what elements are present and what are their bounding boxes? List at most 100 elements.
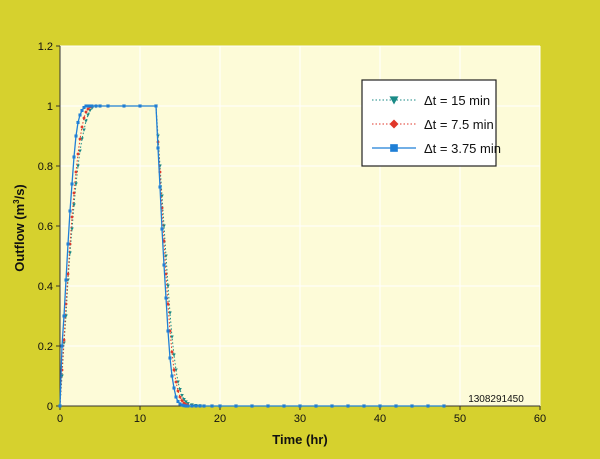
point-square: [70, 182, 74, 186]
legend-box: [361, 79, 497, 167]
point-square: [172, 386, 176, 390]
point-square: [122, 104, 126, 108]
y-axis-label: Outflow (m3/s): [12, 184, 27, 272]
point-diamond: [66, 272, 70, 276]
point-square: [98, 104, 102, 108]
point-triangle: [180, 394, 184, 398]
legend: Δt = 15 min Δt = 7.5 min Δt = 3.75 min: [361, 79, 501, 167]
point-square: [202, 404, 206, 408]
legend-item: Δt = 7.5 min: [372, 117, 494, 132]
point-triangle: [164, 254, 168, 258]
y-tick-label: 0.8: [38, 161, 53, 173]
point-triangle: [62, 341, 66, 345]
point-square: [186, 404, 190, 408]
point-triangle: [172, 353, 176, 357]
point-square: [362, 404, 366, 408]
point-square: [250, 404, 254, 408]
point-square: [162, 263, 166, 267]
y-tick-label: 1: [47, 101, 53, 113]
point-diamond: [78, 137, 82, 141]
point-triangle: [76, 164, 80, 168]
x-tick-label: 10: [134, 413, 146, 425]
point-square: [158, 185, 162, 189]
point-triangle: [160, 194, 164, 198]
legend-label: Δt = 3.75 min: [424, 141, 501, 156]
point-triangle: [166, 284, 170, 288]
point-diamond: [74, 170, 78, 174]
point-square: [266, 404, 270, 408]
point-square: [234, 404, 238, 408]
point-square: [58, 404, 62, 408]
point-triangle: [86, 113, 90, 117]
point-diamond: [80, 125, 84, 129]
point-diamond: [172, 368, 176, 372]
x-tick-label: 40: [374, 413, 386, 425]
point-diamond: [76, 152, 80, 156]
point-diamond: [86, 107, 90, 111]
x-tick-label: 30: [294, 413, 306, 425]
point-diamond: [72, 191, 76, 195]
point-square: [378, 404, 382, 408]
point-square: [74, 134, 78, 138]
point-triangle: [74, 182, 78, 186]
point-diamond: [389, 119, 399, 129]
point-square: [394, 404, 398, 408]
point-square: [82, 105, 86, 110]
point-square: [90, 104, 94, 108]
point-triangle: [88, 109, 92, 113]
point-square: [138, 104, 142, 108]
point-square: [60, 344, 64, 348]
point-square: [190, 404, 194, 408]
y-axis-label-tail: /s): [12, 184, 27, 199]
point-diamond: [180, 398, 184, 403]
x-tick-label: 0: [57, 413, 63, 425]
point-square: [330, 404, 334, 408]
point-square: [174, 395, 178, 399]
figure-id-annotation: 1308291450: [468, 394, 524, 405]
point-square: [94, 104, 98, 108]
legend-label: Δt = 15 min: [424, 93, 490, 108]
y-tick-label: 0.4: [38, 281, 53, 293]
point-square: [156, 146, 160, 150]
point-square: [298, 404, 302, 408]
point-diamond: [178, 395, 182, 399]
point-square: [64, 278, 68, 282]
legend-label: Δt = 7.5 min: [424, 117, 494, 132]
point-square: [80, 108, 84, 113]
point-square: [176, 399, 180, 404]
point-square: [164, 296, 168, 300]
point-square: [194, 404, 198, 408]
point-triangle: [82, 128, 86, 132]
point-triangle: [72, 203, 76, 207]
point-square: [88, 104, 92, 108]
point-triangle: [170, 335, 174, 339]
point-square: [86, 104, 90, 108]
point-diamond: [166, 302, 170, 306]
point-square: [168, 356, 172, 360]
point-square: [154, 104, 158, 108]
y-tick-label: 0.2: [38, 341, 53, 353]
y-tick-label: 0: [47, 401, 53, 413]
point-square: [184, 404, 188, 408]
point-square: [210, 404, 214, 408]
point-square: [76, 120, 80, 125]
point-square: [182, 404, 186, 408]
x-tick-label: 50: [454, 413, 466, 425]
y-axis-label-superscript: 3: [12, 199, 21, 204]
x-axis-label: Time (hr): [272, 432, 327, 447]
point-square: [410, 404, 414, 408]
point-square: [178, 402, 182, 406]
point-triangle: [182, 397, 186, 402]
point-triangle: [184, 400, 188, 404]
legend-item: Δt = 15 min: [372, 93, 490, 108]
point-square: [68, 209, 72, 213]
point-square: [390, 144, 398, 152]
point-square: [314, 404, 318, 408]
point-square: [166, 329, 170, 333]
point-diamond: [174, 380, 178, 384]
point-square: [426, 404, 430, 408]
point-square: [442, 404, 446, 408]
point-square: [346, 404, 350, 408]
